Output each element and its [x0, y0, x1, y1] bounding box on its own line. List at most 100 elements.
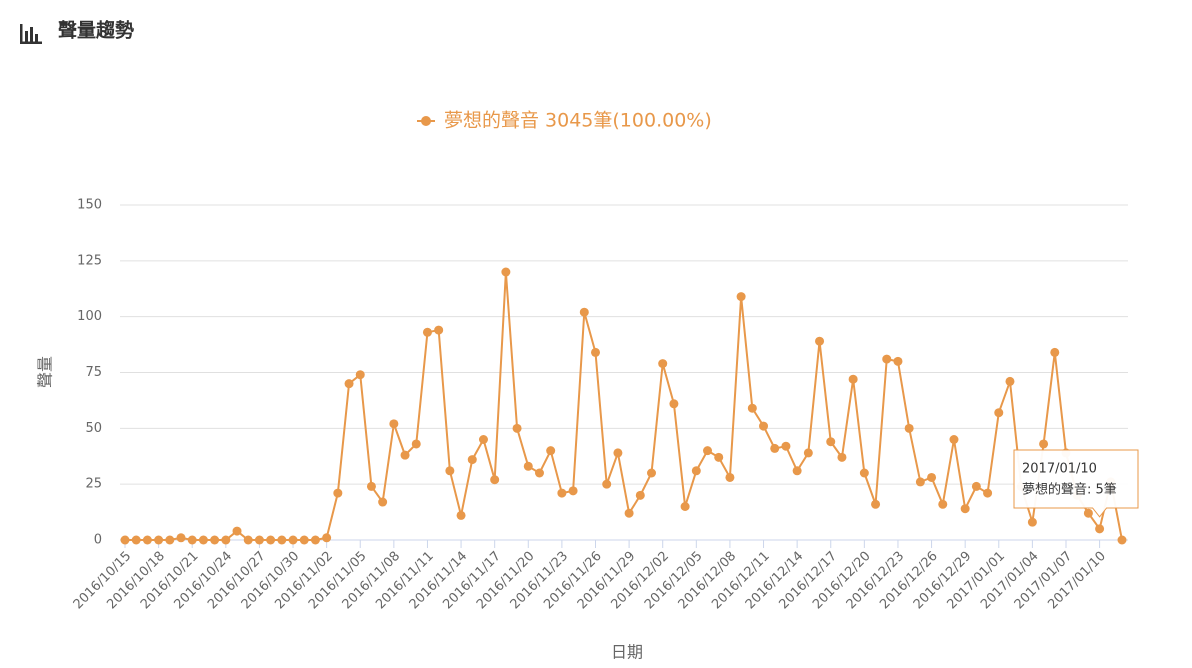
point: [445, 466, 455, 476]
tooltip-text: 夢想的聲音: 5筆: [1022, 482, 1117, 498]
point: [747, 403, 757, 413]
point: [333, 488, 343, 498]
y-tick-label: 150: [77, 198, 102, 213]
point: [882, 354, 892, 364]
point: [221, 535, 231, 545]
point: [602, 479, 612, 489]
point: [1027, 517, 1037, 527]
point: [658, 359, 668, 369]
y-tick-label: 0: [94, 533, 102, 548]
point: [176, 533, 186, 543]
point: [904, 423, 914, 433]
point: [1083, 508, 1093, 518]
tooltip-box: [1013, 449, 1139, 518]
point: [635, 490, 645, 500]
point: [210, 535, 220, 545]
point: [243, 535, 253, 545]
point: [288, 535, 298, 545]
point: [994, 408, 1004, 418]
point: [815, 336, 825, 346]
point: [770, 443, 780, 453]
point: [355, 370, 365, 380]
y-tick-label: 25: [85, 477, 102, 492]
point: [590, 347, 600, 357]
point: [344, 379, 354, 389]
point: [120, 535, 130, 545]
y-tick-label: 100: [77, 309, 102, 324]
tooltip-date: 2017/01/10: [1022, 462, 1097, 477]
series-line: [125, 271, 1123, 541]
point: [647, 468, 657, 478]
point: [142, 535, 152, 545]
point: [165, 535, 175, 545]
point: [434, 325, 444, 335]
point: [310, 535, 320, 545]
point: [568, 486, 578, 496]
legend-label: 夢想的聲音 3045筆(100.00%): [444, 110, 712, 132]
point: [714, 452, 724, 462]
point: [837, 452, 847, 462]
point: [703, 446, 713, 456]
point: [871, 499, 881, 509]
point: [680, 502, 690, 511]
point: [971, 481, 981, 491]
point: [792, 466, 802, 476]
point: [1050, 347, 1060, 357]
y-tick-label: 50: [85, 421, 102, 436]
point: [378, 497, 388, 507]
point: [915, 477, 925, 487]
point: [501, 267, 511, 277]
chart-icon: [20, 24, 42, 44]
point: [579, 307, 589, 317]
point: [266, 535, 276, 545]
point: [669, 399, 679, 409]
point: [400, 450, 410, 460]
legend-marker: [421, 116, 431, 126]
point: [546, 446, 556, 456]
point: [938, 499, 948, 509]
point: [826, 437, 836, 447]
point: [131, 535, 141, 545]
x-axis-label: 日期: [611, 643, 643, 662]
point: [736, 292, 746, 302]
point: [478, 435, 488, 444]
point: [949, 435, 959, 444]
point: [490, 475, 500, 485]
point: [691, 466, 701, 476]
point: [534, 468, 544, 478]
point: [624, 508, 634, 518]
point: [456, 510, 466, 520]
point: [557, 488, 567, 498]
point: [983, 488, 993, 498]
point: [322, 533, 332, 543]
point: [759, 421, 769, 431]
point: [725, 472, 735, 482]
point: [232, 526, 242, 536]
point: [1095, 524, 1105, 534]
point: [422, 327, 432, 337]
point: [411, 439, 421, 449]
point: [803, 448, 813, 458]
point: [859, 468, 869, 478]
point: [960, 504, 970, 514]
point: [467, 455, 477, 465]
point: [1005, 376, 1015, 386]
point: [187, 535, 197, 545]
point: [927, 472, 937, 482]
y-tick-label: 125: [77, 253, 102, 268]
y-tick-label: 75: [85, 365, 102, 380]
point: [1117, 535, 1127, 545]
point: [848, 374, 858, 384]
point: [512, 423, 522, 433]
point: [781, 441, 791, 451]
point: [893, 356, 903, 366]
point: [1039, 439, 1049, 449]
point: [198, 535, 208, 545]
point: [613, 448, 623, 458]
point: [154, 535, 164, 545]
point: [254, 535, 264, 545]
tooltip: 2017/01/10 夢想的聲音: 5筆: [1013, 449, 1139, 518]
point: [277, 535, 287, 545]
page-title: 聲量趨勢: [58, 19, 134, 42]
y-axis-label: 聲量: [36, 356, 55, 388]
